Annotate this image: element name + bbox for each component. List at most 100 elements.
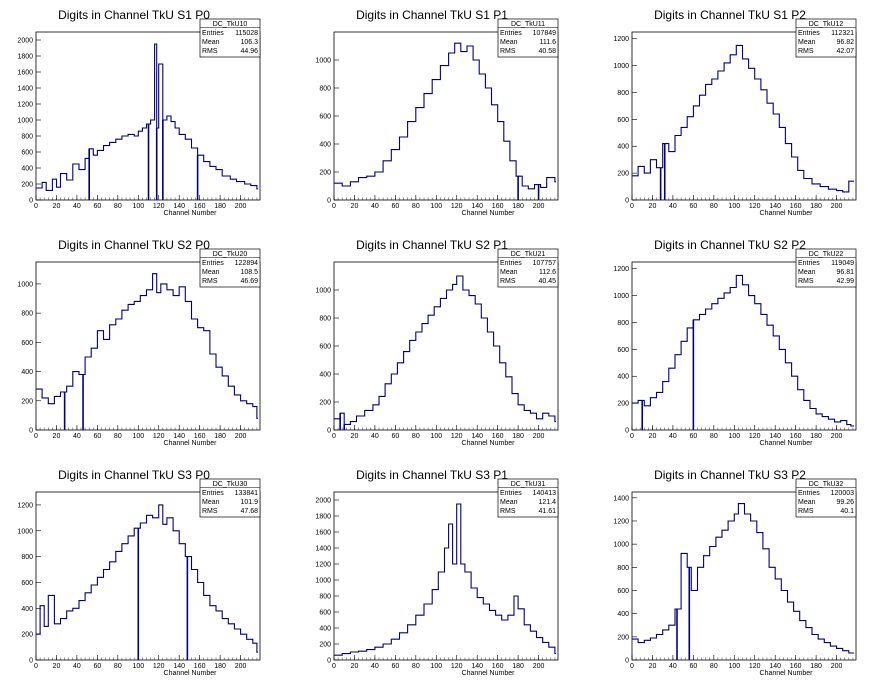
y-tick-label: 400 (617, 144, 629, 151)
stats-rms-value: 46.69 (240, 278, 258, 285)
x-tick-label: 0 (630, 433, 634, 440)
stats-mean-value: 121.4 (538, 499, 556, 506)
stats-rms-value: 44.96 (240, 48, 258, 55)
x-tick-label: 200 (533, 203, 545, 210)
stats-rms-value: 40.45 (538, 278, 556, 285)
stats-rms-value: 40.1 (840, 508, 854, 515)
x-tick-label: 160 (790, 433, 802, 440)
x-tick-label: 40 (371, 433, 379, 440)
y-tick-label: 2000 (315, 498, 331, 505)
x-tick-label: 40 (371, 203, 379, 210)
x-tick-label: 120 (749, 203, 761, 210)
stats-mean-label: Mean (500, 269, 518, 276)
x-tick-label: 60 (93, 203, 101, 210)
x-tick-label: 60 (391, 203, 399, 210)
y-tick-label: 1200 (613, 36, 629, 43)
y-tick-label: 0 (625, 658, 629, 665)
x-axis-label: Channel Number (164, 440, 218, 447)
x-tick-label: 120 (153, 203, 165, 210)
stats-rms-label: RMS (798, 278, 814, 285)
x-tick-label: 200 (831, 663, 843, 670)
y-tick-label: 800 (319, 86, 331, 93)
histogram-panel-6: Digits in Channel TkU S2 P20200400600800… (613, 238, 857, 447)
x-axis-label: Channel Number (462, 440, 516, 447)
x-tick-label: 120 (153, 663, 165, 670)
y-tick-label: 600 (319, 114, 331, 121)
y-tick-label: 200 (319, 400, 331, 407)
stats-box (199, 248, 261, 288)
y-tick-label: 0 (327, 198, 331, 205)
x-axis-label: Channel Number (462, 210, 516, 217)
histogram-panel-2: Digits in Channel TkU S1 P10200400600800… (315, 8, 559, 217)
x-tick-label: 40 (73, 203, 81, 210)
stats-mean-label: Mean (798, 499, 816, 506)
histogram-series (36, 273, 258, 419)
x-tick-label: 80 (114, 663, 122, 670)
stats-name: DC_TkU30 (213, 481, 248, 488)
x-tick-label: 40 (669, 663, 677, 670)
x-tick-label: 180 (214, 203, 226, 210)
x-tick-label: 80 (710, 433, 718, 440)
x-tick-label: 0 (34, 433, 38, 440)
y-tick-label: 200 (617, 634, 629, 641)
x-tick-label: 160 (492, 663, 504, 670)
plot-frame (35, 491, 261, 661)
x-tick-label: 120 (749, 663, 761, 670)
stats-entries-label: Entries (798, 30, 820, 37)
x-tick-label: 160 (492, 203, 504, 210)
x-tick-label: 140 (471, 663, 483, 670)
chart-title: Digits in Channel TkU S1 P2 (654, 8, 806, 22)
y-tick-label: 1400 (315, 546, 331, 553)
x-tick-label: 40 (669, 203, 677, 210)
y-tick-label: 1600 (17, 70, 33, 77)
stats-mean-label: Mean (202, 39, 220, 46)
stats-mean-value: 96.81 (836, 269, 854, 276)
x-tick-label: 0 (34, 663, 38, 670)
y-tick-label: 800 (319, 316, 331, 323)
y-tick-label: 1000 (17, 528, 33, 535)
stats-rms-label: RMS (500, 508, 516, 515)
y-tick-label: 600 (319, 610, 331, 617)
x-tick-label: 20 (649, 663, 657, 670)
x-tick-label: 100 (430, 663, 442, 670)
x-tick-label: 100 (728, 433, 740, 440)
stats-box (199, 18, 261, 58)
y-tick-label: 200 (319, 170, 331, 177)
y-tick-label: 400 (21, 166, 33, 173)
y-tick-label: 1000 (613, 542, 629, 549)
y-tick-label: 600 (21, 150, 33, 157)
stats-mean-label: Mean (798, 269, 816, 276)
y-tick-label: 200 (617, 401, 629, 408)
y-tick-label: 1200 (17, 102, 33, 109)
x-tick-label: 200 (533, 663, 545, 670)
x-tick-label: 200 (235, 203, 247, 210)
stats-mean-value: 101.9 (240, 499, 258, 506)
stats-entries-value: 112321 (831, 30, 854, 37)
y-tick-label: 800 (617, 320, 629, 327)
plot-frame (631, 261, 857, 431)
stats-name: DC_TkU32 (809, 481, 844, 488)
x-axis-label: Channel Number (760, 210, 814, 217)
x-tick-label: 120 (451, 663, 463, 670)
x-tick-label: 200 (235, 663, 247, 670)
x-tick-label: 140 (173, 663, 185, 670)
y-tick-label: 200 (617, 171, 629, 178)
x-tick-label: 120 (749, 433, 761, 440)
x-tick-label: 0 (630, 663, 634, 670)
x-tick-label: 80 (710, 663, 718, 670)
x-tick-label: 100 (430, 433, 442, 440)
stats-mean-label: Mean (500, 499, 518, 506)
stats-entries-label: Entries (798, 490, 820, 497)
y-tick-label: 0 (625, 198, 629, 205)
x-axis-label: Channel Number (760, 670, 814, 677)
x-tick-label: 60 (391, 663, 399, 670)
x-tick-label: 100 (132, 663, 144, 670)
plot-frame (631, 491, 857, 661)
x-tick-label: 180 (512, 203, 524, 210)
x-axis-label: Channel Number (164, 670, 218, 677)
chart-title: Digits in Channel TkU S2 P0 (58, 238, 210, 252)
y-tick-label: 1000 (315, 288, 331, 295)
x-tick-label: 20 (649, 203, 657, 210)
stats-box (497, 248, 559, 288)
